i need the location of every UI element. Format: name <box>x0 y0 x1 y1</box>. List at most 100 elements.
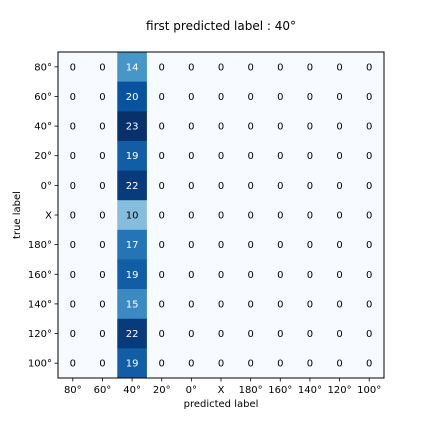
heatmap-cell <box>58 81 89 112</box>
cell-value-label: 19 <box>126 151 139 162</box>
cell-value-label: 0 <box>247 122 253 133</box>
heatmap-cell <box>235 289 266 320</box>
heatmap-cell-labels: 0 0 14 0 0 0 0 0 0 0 0 0 0 20 0 0 0 0 0 0 0 0 0 0 23 0 0 0 0 0 0 0 0 0 0 19… <box>70 62 373 369</box>
heatmap-cell <box>235 200 266 231</box>
cell-value-label: 0 <box>188 211 194 222</box>
cell-value-label: 0 <box>99 329 105 340</box>
cell-value-label: 0 <box>159 270 165 281</box>
cell-value-label: 0 <box>366 299 372 310</box>
cell-value-label: 0 <box>188 299 194 310</box>
heatmap-cell <box>235 52 266 83</box>
y-tick-label: 80° <box>34 62 52 73</box>
cell-value-label: 0 <box>247 211 253 222</box>
heatmap-cell <box>295 289 326 320</box>
heatmap-cell <box>206 81 237 112</box>
heatmap-cell <box>58 348 89 379</box>
heatmap-cell <box>87 318 118 349</box>
cell-value-label: 0 <box>277 240 283 251</box>
cell-value-label: 0 <box>247 62 253 73</box>
cell-value-label: 0 <box>188 240 194 251</box>
cell-value-label: 0 <box>366 62 372 73</box>
heatmap-cell <box>58 289 89 320</box>
cell-value-label: 0 <box>188 151 194 162</box>
cell-value-label: 0 <box>336 151 342 162</box>
cell-value-label: 0 <box>188 329 194 340</box>
cell-value-label: 0 <box>366 329 372 340</box>
heatmap-cell <box>324 170 355 201</box>
heatmap-cell <box>206 289 237 320</box>
heatmap-cell <box>206 348 237 379</box>
cell-value-label: 0 <box>188 359 194 370</box>
x-tick-label: X <box>218 385 225 396</box>
heatmap-cell <box>324 259 355 290</box>
cell-value-label: 0 <box>307 181 313 192</box>
x-tick-label: 180° <box>239 385 263 396</box>
heatmap-cell <box>206 200 237 231</box>
heatmap-cell <box>324 140 355 171</box>
heatmap-cell <box>206 140 237 171</box>
y-axis-title: true label <box>12 191 23 239</box>
heatmap-cell <box>176 348 207 379</box>
chart-title: first predicted label : 40° <box>146 19 296 33</box>
cell-value-label: 23 <box>126 122 139 133</box>
x-tick-label: 120° <box>328 385 352 396</box>
cell-value-label: 0 <box>307 211 313 222</box>
heatmap-cell <box>176 52 207 83</box>
heatmap-cell <box>176 259 207 290</box>
heatmap-cell <box>146 348 177 379</box>
cell-value-label: 0 <box>188 270 194 281</box>
cell-value-label: 0 <box>277 92 283 103</box>
heatmap-cell <box>206 170 237 201</box>
cell-value-label: 0 <box>307 62 313 73</box>
cell-value-label: 0 <box>336 270 342 281</box>
heatmap-cell <box>87 140 118 171</box>
cell-value-label: 0 <box>277 299 283 310</box>
heatmap-cell <box>324 200 355 231</box>
cell-value-label: 0 <box>336 62 342 73</box>
cell-value-label: 0 <box>70 299 76 310</box>
cell-value-label: 0 <box>159 299 165 310</box>
cell-value-label: 0 <box>336 92 342 103</box>
cell-value-label: 0 <box>247 299 253 310</box>
cell-value-label: 0 <box>247 329 253 340</box>
cell-value-label: 0 <box>70 211 76 222</box>
heatmap-cell <box>295 259 326 290</box>
heatmap-cell <box>58 318 89 349</box>
cell-value-label: 0 <box>247 359 253 370</box>
cell-value-label: 0 <box>366 211 372 222</box>
heatmap-cell <box>354 348 385 379</box>
cell-value-label: 0 <box>99 151 105 162</box>
heatmap-cell <box>87 348 118 379</box>
cell-value-label: 0 <box>366 151 372 162</box>
cell-value-label: 0 <box>307 359 313 370</box>
heatmap-cell <box>295 229 326 260</box>
heatmap-cell <box>117 200 148 231</box>
cell-value-label: 0 <box>336 240 342 251</box>
cell-value-label: 0 <box>218 151 224 162</box>
cell-value-label: 0 <box>188 92 194 103</box>
heatmap-cell <box>265 140 296 171</box>
heatmap-cell <box>265 52 296 83</box>
heatmap-cell <box>87 111 118 142</box>
heatmap-cell <box>324 52 355 83</box>
x-tick-label: 160° <box>268 385 292 396</box>
heatmap-cell <box>354 318 385 349</box>
heatmap-cell <box>324 81 355 112</box>
y-tick-label: 120° <box>28 329 52 340</box>
heatmap-cell <box>354 289 385 320</box>
y-tick-label: 100° <box>28 359 52 370</box>
heatmap-cell <box>117 52 148 83</box>
y-tick-label: 140° <box>28 299 52 310</box>
heatmap-cell <box>176 81 207 112</box>
heatmap-cell <box>176 111 207 142</box>
cell-value-label: 0 <box>247 181 253 192</box>
heatmap-cell <box>235 140 266 171</box>
x-axis-ticks: 80° 60° 40° 20° 0° X 180° 160° 140° 120° 100° <box>64 378 381 396</box>
x-tick-label: 60° <box>94 385 112 396</box>
heatmap-cell <box>87 81 118 112</box>
cell-value-label: 10 <box>126 211 139 222</box>
heatmap-cell <box>117 81 148 112</box>
heatmap-cell <box>354 200 385 231</box>
cell-value-label: 0 <box>247 92 253 103</box>
cell-value-label: 0 <box>99 122 105 133</box>
